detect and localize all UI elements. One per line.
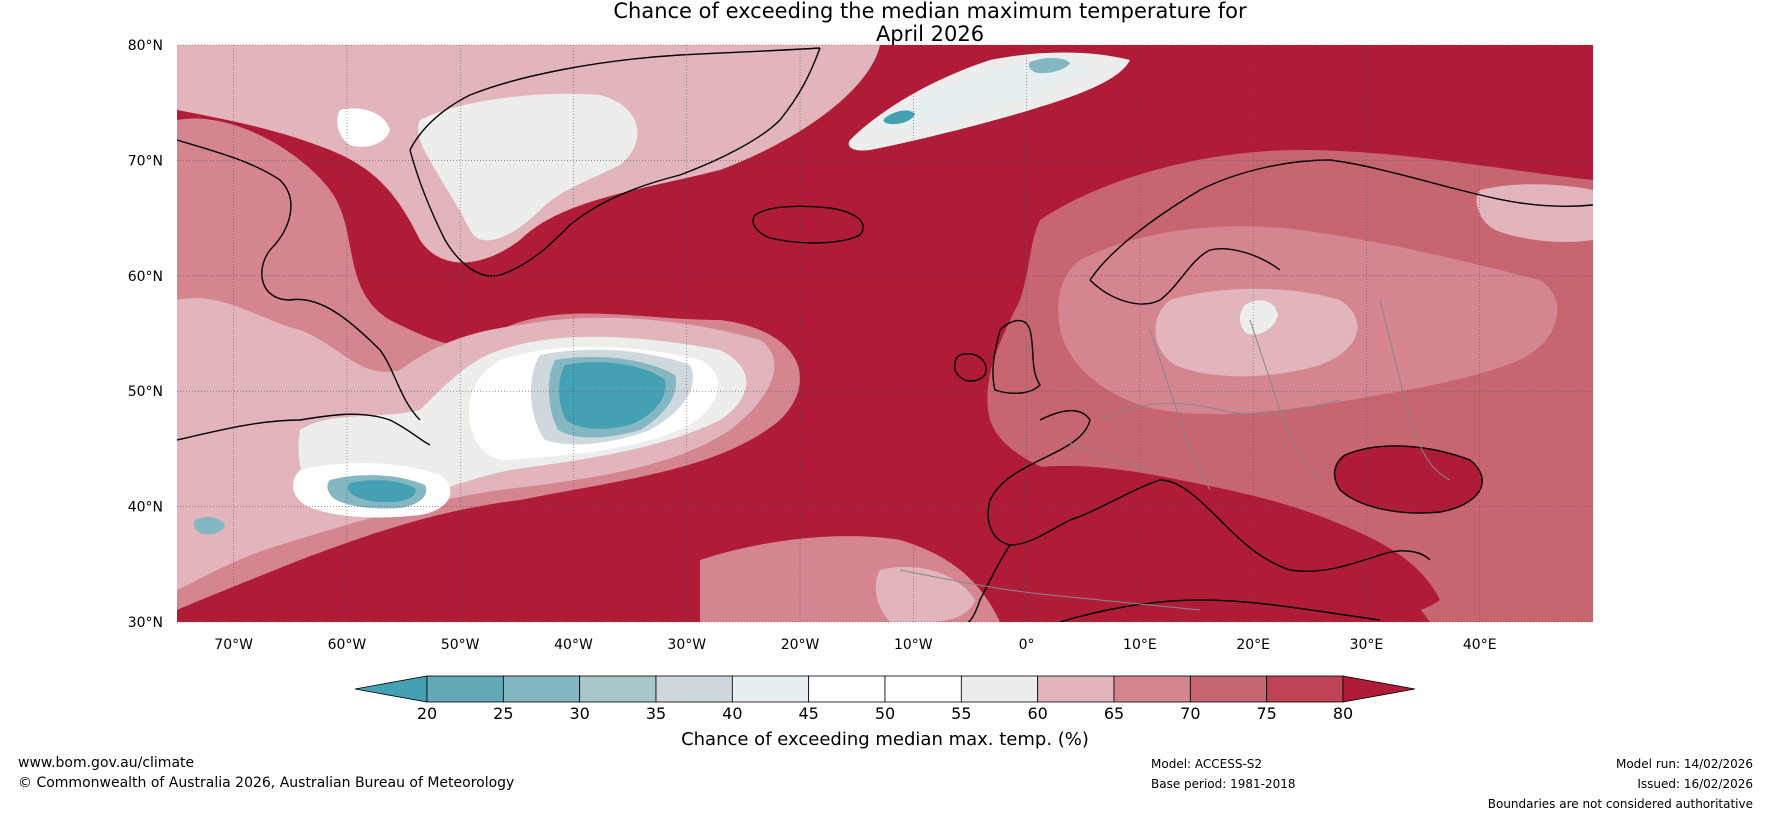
lon-tick-label: 60°W: [328, 637, 367, 653]
coastline-scandinavia: [1089, 159, 1593, 305]
colorbar-segment: [502, 675, 581, 703]
lon-tick-label: 40°W: [554, 637, 593, 653]
latitude-labels: 80°N 70°N 60°N 50°N 40°N 30°N: [128, 38, 163, 631]
contour-svalbard-45: [878, 60, 1095, 133]
colorbar-segment: [960, 675, 1039, 703]
colorbar-tick-label: 60: [1027, 704, 1047, 723]
border-europe-4: [1379, 299, 1451, 481]
contour-greenland-50: [337, 108, 390, 147]
country-borders: [899, 299, 1451, 611]
colorbar-tick-label: 75: [1256, 704, 1276, 723]
colorbar-segment: [1266, 675, 1344, 703]
lon-tick-label: 30°E: [1350, 637, 1384, 653]
contour-blacksea-80: [1334, 445, 1483, 514]
footer-copyright: © Commonwealth of Australia 2026, Austra…: [18, 775, 515, 791]
map-title: Chance of exceeding the median maximum t…: [0, 0, 1770, 46]
colorbar-extend-low: [354, 675, 428, 703]
colorbar-segment: [655, 675, 733, 703]
border-europe-3: [1249, 319, 1321, 481]
contour-na-20: [559, 362, 666, 429]
map-panel: [177, 44, 1593, 623]
longitude-labels: 70°W 60°W 50°W 40°W 30°W 20°W 10°W 0° 10°E 20°E 30…: [214, 637, 1496, 653]
colorbar-segment: [579, 675, 657, 703]
contour-sw-30: [193, 517, 225, 535]
lat-tick-label: 70°N: [128, 153, 163, 169]
footer-issued: Issued: 16/02/2026: [1637, 777, 1753, 791]
footer-website: www.bom.gov.au/climate: [18, 755, 195, 771]
lat-tick-label: 50°N: [128, 384, 163, 400]
footer-model-run: Model run: 14/02/2026: [1615, 757, 1753, 771]
lon-tick-label: 10°W: [894, 637, 933, 653]
footer-model: Model: ACCESS-S2: [1151, 757, 1263, 771]
footer-base-period: Base period: 1981-2018: [1151, 777, 1296, 791]
contour-nfl-20: [347, 480, 416, 503]
lon-tick-label: 0°: [1019, 637, 1035, 653]
lon-tick-label: 10°E: [1123, 637, 1157, 653]
border-europe-1: [1099, 399, 1341, 421]
colorbar-tick-label: 80: [1333, 704, 1353, 723]
colorbar-tick-labels: 20 25 30 35 40 45 50 55 60 65 70 75 80: [417, 704, 1353, 723]
coastline-iceland: [752, 205, 864, 244]
gridlines: [177, 44, 1593, 623]
coastline-canada: [177, 139, 431, 446]
contour-med-80: [1012, 465, 1440, 622]
coastline-greenland: [409, 47, 821, 277]
colorbar-segments: [354, 675, 1416, 703]
contour-baltic-55: [1239, 300, 1278, 335]
colorbar-tick-label: 20: [417, 704, 437, 723]
coastline-mediterranean: [1059, 479, 1431, 622]
colorbar-segment: [731, 675, 810, 703]
lon-tick-label: 30°W: [667, 637, 706, 653]
colorbar-tick-label: 70: [1180, 704, 1200, 723]
contour-greenland-55: [418, 93, 638, 241]
coastline-europe-west: [967, 409, 1091, 622]
contour-nafrica-60: [875, 566, 975, 622]
contour-svalbard-20: [883, 110, 915, 125]
colorbar-segment: [1189, 675, 1268, 703]
title-line-1: Chance of exceeding the median maximum t…: [613, 0, 1247, 23]
title-line-2: April 2026: [875, 22, 985, 46]
colorbar-tick-label: 30: [569, 704, 589, 723]
lon-tick-label: 20°W: [781, 637, 820, 653]
lat-tick-label: 30°N: [128, 615, 163, 631]
lon-tick-label: 70°W: [214, 637, 253, 653]
lat-tick-label: 80°N: [128, 38, 163, 54]
lat-tick-label: 40°N: [128, 500, 163, 516]
colorbar-tick-label: 35: [646, 704, 666, 723]
lon-tick-label: 20°E: [1236, 637, 1270, 653]
probability-contours: [177, 45, 1593, 622]
colorbar: 20 25 30 35 40 45 50 55 60 65 70 75 80 Chance of exc…: [354, 675, 1416, 750]
border-europe-2: [1149, 329, 1211, 491]
contour-svalbard-30: [1028, 57, 1070, 74]
footer-disclaimer: Boundaries are not considered authoritat…: [1487, 797, 1753, 811]
coastline-uk: [954, 319, 1041, 394]
colorbar-tick-label: 45: [798, 704, 818, 723]
colorbar-segment: [884, 675, 962, 703]
colorbar-extend-high: [1342, 675, 1416, 703]
border-europe-5: [1059, 439, 1151, 471]
colorbar-tick-label: 40: [722, 704, 742, 723]
colorbar-tick-label: 55: [951, 704, 971, 723]
lat-tick-label: 60°N: [128, 269, 163, 285]
colorbar-segment: [1113, 675, 1191, 703]
colorbar-segment: [426, 675, 504, 703]
colorbar-label: Chance of exceeding median max. temp. (%…: [681, 729, 1089, 750]
coastline-blacksea: [1333, 445, 1483, 514]
lon-tick-label: 50°W: [441, 637, 480, 653]
colorbar-segment: [1037, 675, 1115, 703]
colorbar-tick-label: 25: [493, 704, 513, 723]
border-africa-1: [899, 569, 1201, 611]
colorbar-tick-label: 65: [1104, 704, 1124, 723]
colorbar-tick-label: 50: [875, 704, 895, 723]
lon-tick-label: 40°E: [1463, 637, 1497, 653]
contour-scand-60: [1476, 184, 1593, 242]
colorbar-segment: [808, 675, 886, 703]
coastlines: [177, 47, 1593, 622]
